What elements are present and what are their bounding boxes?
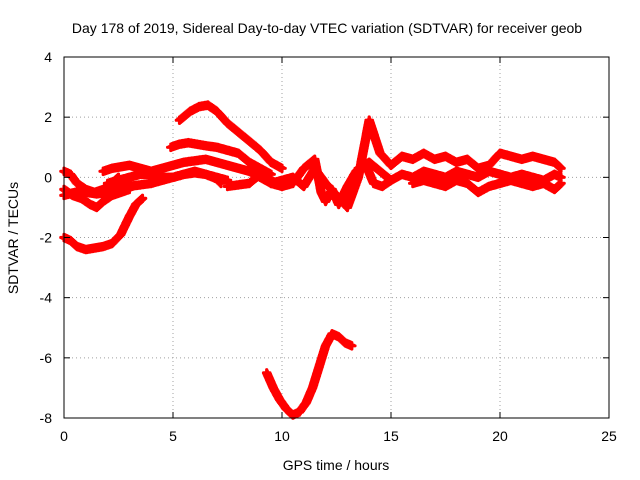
grid [64, 57, 609, 418]
x-tick-label: 5 [169, 428, 177, 444]
chart-title: Day 178 of 2019, Sidereal Day-to-day VTE… [72, 20, 582, 36]
y-tick-label: 4 [44, 49, 52, 65]
series-track-pass-1 [62, 196, 145, 252]
x-tick-label: 15 [383, 428, 399, 444]
series-track-pass-13 [265, 332, 354, 417]
axis-ticks: 0 5 10 15 20 25 -8 -6 -4 -2 0 2 4 [40, 49, 617, 444]
y-tick-label: -8 [40, 410, 53, 426]
x-axis-label: GPS time / hours [283, 457, 390, 473]
y-axis-label: SDTVAR / TECUs [5, 182, 21, 294]
x-tick-label: 25 [601, 428, 617, 444]
y-tick-label: 2 [44, 109, 52, 125]
series-pass-13 [261, 329, 357, 420]
y-tick-label: -6 [40, 350, 53, 366]
data-series [59, 100, 566, 420]
series-track-pass-10 [269, 118, 563, 210]
x-tick-label: 20 [492, 428, 508, 444]
series-track-pass-12 [411, 178, 563, 194]
series-track-pass-6 [105, 169, 223, 185]
series-track-pass-5 [101, 157, 284, 188]
series-track-pass-11 [356, 160, 563, 182]
y-tick-label: -4 [40, 290, 53, 306]
x-tick-label: 0 [60, 428, 68, 444]
x-tick-label: 10 [274, 428, 290, 444]
series-track-pass-8 [169, 141, 273, 176]
y-tick-label: -2 [40, 230, 53, 246]
series-track-pass-7 [177, 103, 284, 170]
y-tick-label: 0 [44, 169, 52, 185]
